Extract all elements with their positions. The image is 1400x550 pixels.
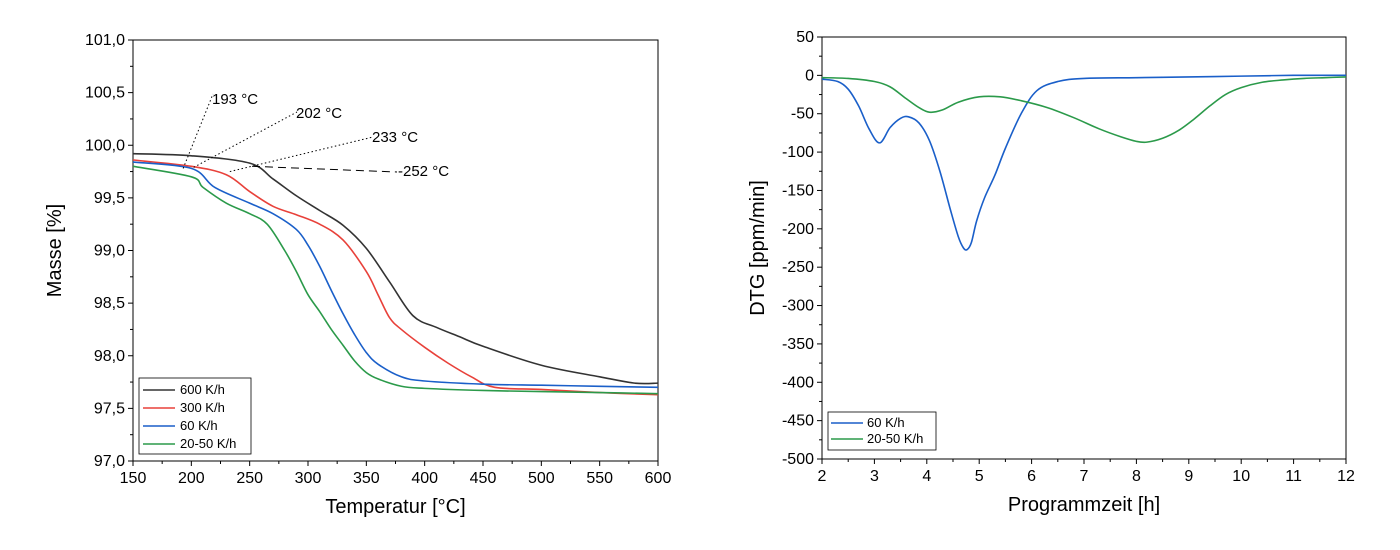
series-line-300-k-h bbox=[133, 159, 658, 396]
x-tick-label: 5 bbox=[975, 468, 984, 485]
y-tick-label: -400 bbox=[782, 374, 814, 391]
y-tick-label: 99,5 bbox=[94, 190, 125, 207]
series-line-60-k-h bbox=[133, 161, 658, 389]
y-tick-label: 50 bbox=[796, 29, 814, 46]
x-tick-label: 350 bbox=[353, 470, 380, 487]
y-tick-label: -350 bbox=[782, 336, 814, 353]
y-tick-label: 101,0 bbox=[85, 32, 125, 49]
annotation-leader-line bbox=[182, 93, 214, 169]
dtg-chart: 2 3 4 5 6 7 8 9 10 11 12 50 0 -50 -100 -150 -200 -250 -300… bbox=[747, 29, 1355, 516]
legend: 60 K/h20-50 K/h bbox=[827, 411, 937, 451]
x-tick-label: 4 bbox=[922, 468, 931, 485]
legend-box bbox=[827, 411, 937, 451]
y-tick-label: -300 bbox=[782, 298, 814, 315]
y-tick-label: -50 bbox=[791, 106, 814, 123]
tga-mass-chart: 150 200 250 300 350 400 450 500 550 600 97,0 97,5 98… bbox=[44, 32, 671, 518]
y-tick-label: 98,0 bbox=[94, 348, 125, 365]
y-tick-label: 100,5 bbox=[85, 85, 125, 102]
y-tick-label: 97,0 bbox=[94, 453, 125, 470]
x-tick-label: 9 bbox=[1184, 468, 1193, 485]
series-line-60-k-h bbox=[822, 74, 1346, 251]
y-tick-label: 0 bbox=[805, 67, 814, 84]
y-tick-label: 99,0 bbox=[94, 243, 125, 260]
x-tick-label: 250 bbox=[236, 470, 263, 487]
x-tick-label: 200 bbox=[178, 470, 205, 487]
series-line-20-50-k-h bbox=[133, 165, 658, 395]
series-group bbox=[822, 74, 1346, 251]
series-line-20-50-k-h bbox=[822, 76, 1346, 144]
y-tick-label: -250 bbox=[782, 259, 814, 276]
y-tick-label: -100 bbox=[782, 144, 814, 161]
x-tick-label: 150 bbox=[120, 470, 147, 487]
x-tick-label: 600 bbox=[645, 470, 672, 487]
x-tick-label: 12 bbox=[1337, 468, 1355, 485]
y-tick-label: -450 bbox=[782, 413, 814, 430]
x-tick-label: 6 bbox=[1027, 468, 1036, 485]
y-tick-label: -500 bbox=[782, 451, 814, 468]
x-tick-label: 450 bbox=[470, 470, 497, 487]
x-tick-label: 10 bbox=[1232, 468, 1250, 485]
legend-label: 300 K/h bbox=[180, 400, 225, 415]
annotation-leader-line bbox=[229, 136, 374, 173]
y-tick-label: 97,5 bbox=[94, 400, 125, 417]
y-axis-label: Masse [%] bbox=[44, 204, 66, 297]
x-tick-label: 400 bbox=[411, 470, 438, 487]
y-tick-label: 100,0 bbox=[85, 137, 125, 154]
x-tick-label: 2 bbox=[818, 468, 827, 485]
x-tick-label: 3 bbox=[870, 468, 879, 485]
y-tick-label: -200 bbox=[782, 221, 814, 238]
legend: 600 K/h 300 K/h 60 K/h 20-50 K/h bbox=[138, 377, 252, 455]
x-tick-label: 300 bbox=[295, 470, 322, 487]
legend-label: 60 K/h bbox=[180, 418, 218, 433]
x-tick-label: 500 bbox=[528, 470, 555, 487]
annotation-label: 193 °C bbox=[212, 91, 258, 108]
x-tick-label: 550 bbox=[586, 470, 613, 487]
x-axis-label: Temperatur [°C] bbox=[325, 496, 465, 518]
plot-frame bbox=[821, 36, 1347, 460]
x-tick-label: 8 bbox=[1132, 468, 1141, 485]
legend-label: 20-50 K/h bbox=[180, 436, 236, 451]
y-tick-label: -150 bbox=[782, 182, 814, 199]
series-line-600-k-h bbox=[133, 152, 658, 385]
x-tick-label: 11 bbox=[1285, 468, 1302, 485]
x-axis-label: Programmzeit [h] bbox=[1008, 494, 1160, 516]
y-axis-label: DTG [ppm/min] bbox=[747, 180, 769, 316]
legend-label: 600 K/h bbox=[180, 382, 225, 397]
annotation-label: 233 °C bbox=[372, 129, 418, 146]
y-tick-label: 98,5 bbox=[94, 295, 125, 312]
legend-label: 20-50 K/h bbox=[867, 431, 923, 446]
annotation-label: -252 °C bbox=[398, 163, 449, 180]
series-group bbox=[133, 152, 658, 396]
x-tick-label: 7 bbox=[1080, 468, 1089, 485]
legend-label: 60 K/h bbox=[867, 415, 905, 430]
annotation-leader-line bbox=[251, 165, 398, 173]
annotation-label: 202 °C bbox=[296, 105, 342, 122]
